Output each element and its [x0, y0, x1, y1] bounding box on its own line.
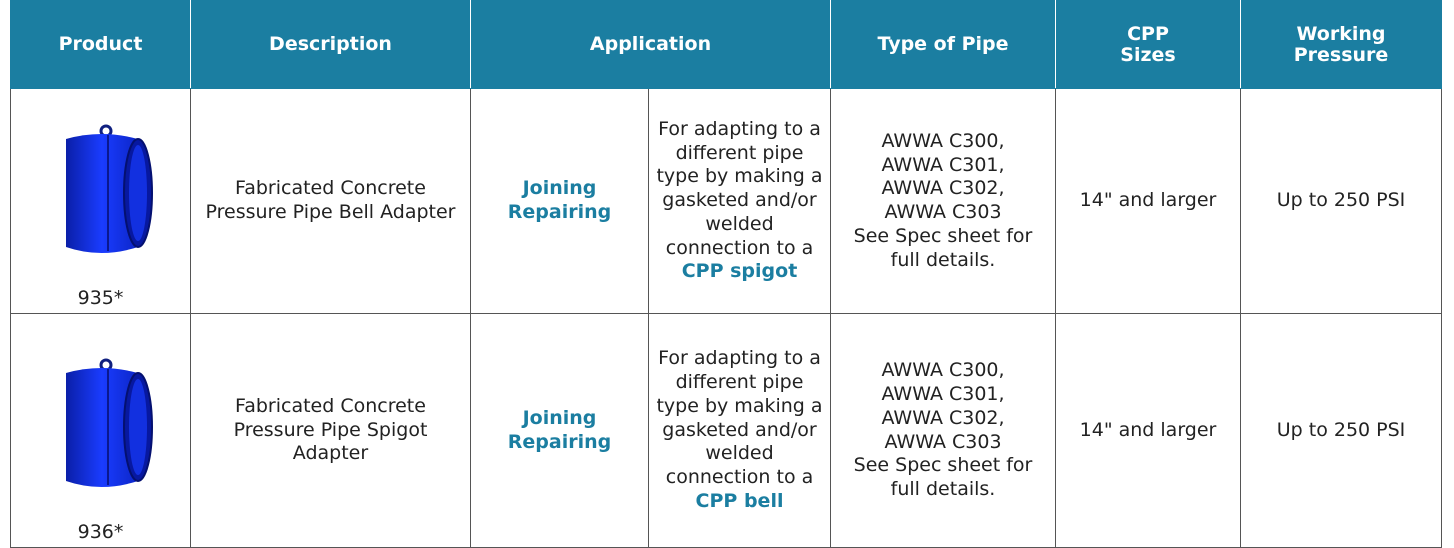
pipe-type: AWWA C301,	[881, 153, 1005, 176]
uses-cell: Joining Repairing	[470, 313, 649, 548]
product-image	[65, 358, 153, 488]
pipe-type: AWWA C300,	[881, 129, 1005, 152]
header: Application	[469, 0, 832, 89]
header-row: Product Description Application Type of …	[10, 0, 1443, 89]
product-cell: 936*	[10, 313, 191, 548]
sizes: 14" and larger	[1055, 313, 1242, 548]
pipe-types-cell: AWWA C300, AWWA C301, AWWA C302, AWWA C303 S…	[830, 313, 1057, 548]
product-image	[65, 124, 153, 254]
pipe-types-cell: AWWA C300, AWWA C301, AWWA C302, AWWA C303 S…	[830, 88, 1057, 314]
product-table: Product Description Application Type of …	[10, 0, 1443, 548]
table-row: 936* Fabricated Concrete Pressure Pipe Sp…	[10, 313, 1443, 548]
product-code: 935*	[77, 287, 124, 310]
pressure: Up to 250 PSI	[1240, 88, 1443, 314]
application-use: Joining	[522, 177, 597, 200]
uses-cell: Joining Repairing	[470, 88, 649, 314]
pipe-type: AWWA C303	[884, 201, 1002, 223]
header: Working Pressure	[1240, 0, 1443, 89]
sizes: 14" and larger	[1055, 88, 1242, 314]
product-cell: 935*	[10, 88, 191, 314]
detail-link: CPP bell	[695, 489, 784, 512]
header: Type of Pipe	[830, 0, 1057, 89]
header: Description	[190, 0, 471, 89]
description: Fabricated Concrete Pressure Pipe Spigot…	[190, 313, 471, 548]
header: Product	[10, 0, 191, 89]
detail-text: For adapting to a different pipe type by…	[656, 347, 823, 489]
application-use: Repairing	[507, 430, 612, 453]
pipe-type: AWWA C302,	[881, 177, 1005, 200]
pressure: Up to 250 PSI	[1240, 313, 1443, 548]
detail-cell: For adapting to a different pipe type by…	[647, 313, 832, 548]
pipe-type: AWWA C302,	[881, 406, 1005, 429]
detail-text: For adapting to a different pipe type by…	[656, 117, 823, 259]
pipe-type: AWWA C303	[884, 430, 1002, 453]
pipe-note: See Spec sheet for full details.	[853, 224, 1033, 271]
table-body: 935* Fabricated Concrete Pressure Pipe Be…	[10, 88, 1443, 548]
detail-link: CPP spigot	[681, 260, 798, 283]
detail-cell: For adapting to a different pipe type by…	[647, 88, 832, 314]
header: CPP Sizes	[1055, 0, 1242, 89]
pipe-type: AWWA C301,	[881, 383, 1005, 405]
product-code: 936*	[77, 521, 124, 544]
application-use: Joining	[522, 406, 597, 429]
pipe-note: See Spec sheet for full details.	[853, 454, 1033, 500]
table-row: 935* Fabricated Concrete Pressure Pipe Be…	[10, 88, 1443, 314]
pipe-type: AWWA C300,	[881, 359, 1005, 382]
description: Fabricated Concrete Pressure Pipe Bell A…	[190, 88, 471, 314]
application-use: Repairing	[507, 201, 612, 223]
